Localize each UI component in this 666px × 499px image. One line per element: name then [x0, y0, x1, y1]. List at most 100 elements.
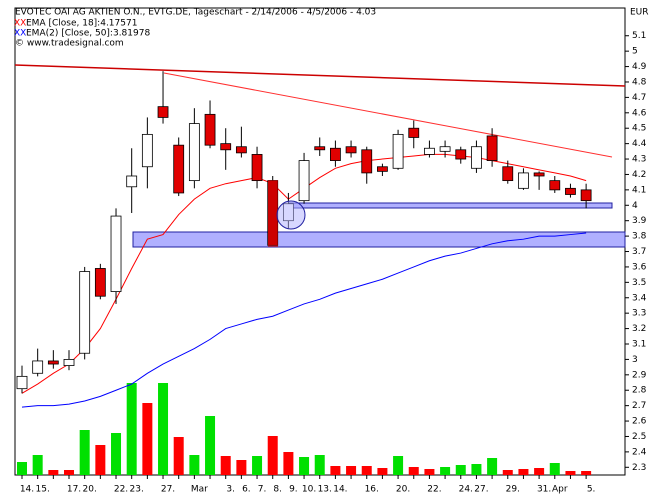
y-tick-label: 4.7 [632, 93, 646, 103]
volume-bar [314, 455, 325, 475]
volume-bar [471, 464, 482, 475]
x-tick-label: 7. [258, 485, 267, 495]
y-tick-label: 2.5 [632, 432, 646, 442]
x-tick-label: 9. [289, 485, 298, 495]
candle-body [204, 113, 216, 146]
y-tick-label: 4.1 [632, 185, 646, 195]
volume-bar [549, 463, 560, 475]
volume-bar [424, 469, 435, 475]
y-tick-label: 5.1 [632, 31, 646, 41]
x-tick-label: 31. [537, 485, 551, 495]
volume-bar [17, 462, 27, 475]
volume-bar [79, 430, 90, 475]
candle-body [94, 268, 106, 297]
candle-body [455, 149, 467, 160]
candle-body [580, 189, 592, 202]
x-tick-label: 17. [67, 485, 81, 495]
x-tick-label: 5. [587, 485, 596, 495]
x-tick-label: 29. [506, 485, 520, 495]
x-tick-label: 20. [83, 485, 97, 495]
x-tick-label: 16. [365, 485, 379, 495]
x-tick-label: 22. [114, 485, 128, 495]
y-tick-label: 3.5 [632, 278, 646, 288]
x-tick-label: Apr [552, 485, 568, 495]
volume-bar [252, 456, 263, 475]
volume-layer [17, 383, 592, 475]
volume-bar [283, 452, 294, 475]
x-tick-label: 10. [302, 485, 316, 495]
x-tick-label: Mar [191, 485, 208, 495]
trend-line [163, 72, 613, 158]
volume-bar [502, 470, 513, 475]
candle-body [173, 144, 185, 194]
x-tick-label: 14. [20, 485, 34, 495]
volume-bar [408, 467, 419, 475]
trend-line [14, 64, 626, 87]
volume-bar [581, 471, 592, 475]
volume-bar [299, 457, 310, 475]
volume-bar [32, 455, 43, 475]
candle-body [518, 172, 529, 189]
volume-bar [126, 383, 137, 475]
x-tick-label: 22. [427, 485, 441, 495]
y-tick-label: 2.8 [632, 386, 647, 396]
x-tick-label: 27. [161, 485, 175, 495]
support-band [288, 202, 613, 209]
candle-body [126, 175, 138, 188]
x-tick-label: 15. [36, 485, 50, 495]
volume-bar [267, 436, 278, 475]
y-tick-label: 3.8 [632, 232, 647, 242]
legend-entry: EMA [Close, 18]:4.17571 [26, 19, 137, 29]
y-tick-label: 3 [632, 355, 638, 365]
volume-bar [173, 437, 184, 475]
y-tick-label: 2.7 [632, 401, 646, 411]
y-tick-label: 3.2 [632, 324, 646, 334]
y-tick-label: 3.6 [632, 262, 647, 272]
candle-body [16, 375, 28, 390]
y-tick-label: 4.6 [632, 108, 647, 118]
y-tick-label: 4.4 [632, 139, 647, 149]
x-tick-label: 3. [226, 485, 235, 495]
volume-bar [565, 471, 576, 475]
volume-bar [377, 468, 388, 475]
y-tick-label: 2.4 [632, 447, 647, 457]
candle-body [486, 135, 498, 161]
candle-body [235, 146, 247, 154]
volume-bar [205, 416, 216, 475]
volume-bar [346, 466, 357, 475]
y-tick-label: 4.2 [632, 170, 646, 180]
volume-bar [111, 433, 122, 475]
volume-bar [142, 403, 153, 475]
candle-body [471, 146, 482, 169]
candle-body [329, 147, 341, 161]
watermark: © www.tradesignal.com [15, 39, 124, 49]
ema-line [21, 232, 587, 408]
legend-entry: EMA(2) [Close, 50]:3.81978 [26, 29, 150, 39]
y-tick-label: 4 [632, 201, 638, 211]
x-tick-label: 24. [459, 485, 473, 495]
candle-body [79, 271, 91, 354]
x-tick-label: 14. [333, 485, 347, 495]
volume-bar [95, 445, 106, 475]
candle-body [424, 147, 435, 155]
y-tick-label: 4.8 [632, 77, 647, 87]
candle-body [298, 160, 310, 202]
volume-bar [487, 458, 498, 475]
candle-body [502, 166, 514, 182]
candle-body [32, 360, 44, 374]
candle-body [408, 127, 420, 138]
y-tick-label: 2.3 [632, 463, 646, 473]
candle-body [533, 172, 545, 177]
candle-body [188, 123, 200, 182]
volume-bar [158, 383, 169, 475]
candle-body [110, 215, 122, 292]
volume-bar [455, 465, 466, 475]
x-tick-label: 23. [130, 485, 144, 495]
y-tick-label: 3.4 [632, 293, 647, 303]
candle-body [47, 360, 59, 365]
candle-body [63, 359, 75, 366]
x-tick-label: 8. [273, 485, 282, 495]
y-tick-label: 3.3 [632, 309, 646, 319]
y-tick-label: 2.6 [632, 417, 647, 427]
x-tick-label: 27. [474, 485, 488, 495]
